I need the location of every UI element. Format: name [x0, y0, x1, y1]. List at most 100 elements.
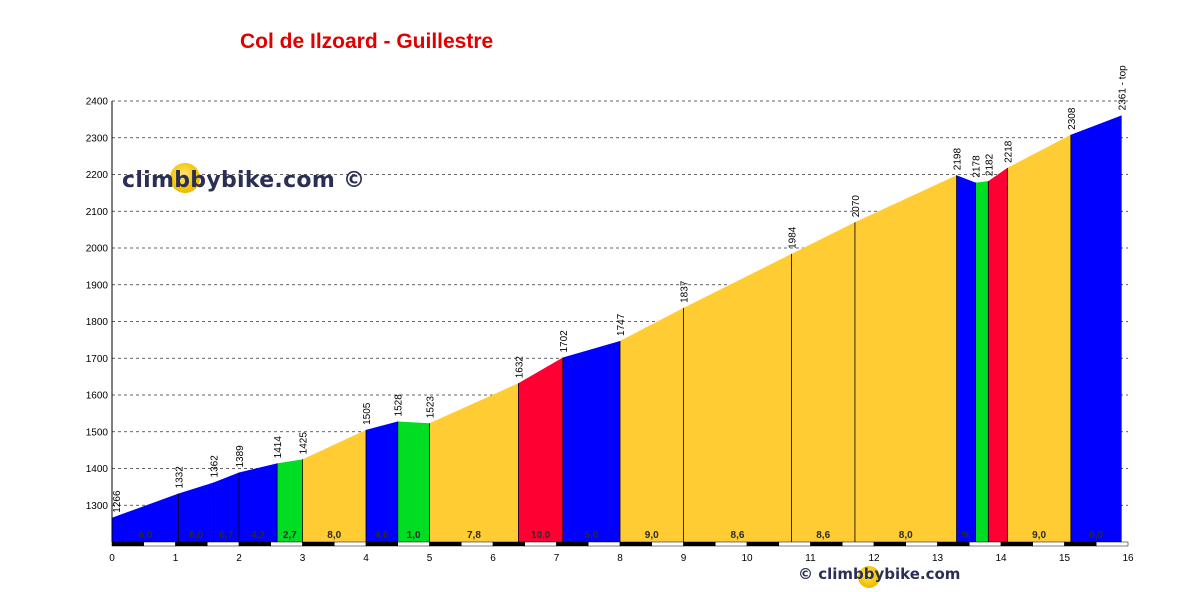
x-tick-label: 14 — [995, 553, 1007, 564]
km-ruler-block — [588, 541, 621, 547]
profile-segment — [397, 421, 430, 542]
profile-segment — [366, 421, 398, 542]
grade-label: 6,0 — [138, 530, 152, 541]
km-ruler-block — [683, 541, 716, 547]
y-tick-label: 1800 — [86, 317, 109, 328]
profile-segment — [988, 167, 1008, 542]
grade-label: 9,0 — [1032, 530, 1046, 541]
profile-segment — [178, 482, 214, 542]
x-tick-label: 1 — [173, 553, 179, 564]
elevation-label: 1414 — [273, 436, 284, 459]
watermark-logo-bottom: © climbbybike.com — [798, 565, 961, 583]
km-ruler-block — [524, 541, 557, 547]
y-tick-label: 1600 — [86, 391, 109, 402]
y-tick-label: 1500 — [86, 427, 109, 438]
km-ruler-block — [937, 541, 970, 547]
elevation-label: 2182 — [984, 153, 995, 176]
elevation-label: 2218 — [1003, 140, 1014, 163]
km-ruler-block — [334, 541, 367, 547]
km-ruler-block — [207, 541, 240, 547]
km-ruler-block — [397, 541, 430, 547]
y-tick-label: 2400 — [86, 97, 109, 108]
profile-segment — [1007, 134, 1071, 542]
grade-labels: 6,0 6,0 6,7 4,2 2,7 8,0 4,6 1,0 7,8 10,0 5,0 9,0 8,6… — [138, 530, 1103, 541]
km-ruler-block — [111, 541, 144, 547]
elevation-label: 1702 — [559, 330, 570, 353]
km-ruler-block — [175, 541, 208, 547]
km-ruler-block — [746, 541, 779, 547]
x-tick-label: 7 — [554, 553, 560, 564]
profile-segment — [1070, 115, 1122, 543]
km-ruler-block — [778, 541, 811, 547]
km-ruler-block — [873, 541, 906, 547]
km-ruler-block — [556, 541, 589, 547]
km-ruler-block — [969, 541, 1002, 547]
cyclist-logo-small-icon — [858, 566, 880, 588]
profile-segment — [956, 175, 976, 543]
elevation-label: 2070 — [851, 195, 862, 218]
profile-segment — [302, 429, 366, 542]
profile-segment — [854, 175, 957, 543]
grade-label: 8,6 — [816, 530, 830, 541]
watermark-logo-top: climbbybike.com © — [122, 168, 366, 193]
km-ruler-block — [492, 541, 525, 547]
grade-label: 4,2 — [251, 530, 265, 541]
km-ruler-block — [810, 541, 843, 547]
grade-label: 8,0 — [327, 530, 341, 541]
km-ruler-block — [143, 541, 176, 547]
x-tick-label: 0 — [109, 553, 115, 564]
x-tick-label: 15 — [1059, 553, 1071, 564]
elevation-labels: 1266 1332 1362 1389 1414 1425 1505 1528 1523 1632… — [112, 65, 1129, 513]
elevation-label: 1528 — [394, 394, 405, 417]
km-ruler-block — [365, 541, 398, 547]
km-ruler-block — [1064, 541, 1097, 547]
elevation-label: 1747 — [616, 313, 627, 336]
grade-label: 4,6 — [375, 530, 389, 541]
grade-label: 6,0 — [189, 530, 203, 541]
profile-segment — [277, 459, 303, 542]
elevation-label: 2308 — [1067, 107, 1078, 130]
profile-segment — [518, 357, 563, 542]
elevation-label: 1837 — [680, 280, 691, 303]
grade-label: 9,0 — [645, 530, 659, 541]
km-ruler-block — [842, 541, 875, 547]
elevation-label: 2198 — [953, 148, 964, 171]
y-tick-label: 2200 — [86, 170, 109, 181]
km-ruler-block — [905, 541, 938, 547]
km-ruler-block — [715, 541, 748, 547]
grade-label: 1,0 — [407, 530, 421, 541]
x-tick-label: 9 — [681, 553, 687, 564]
km-ruler-block — [651, 541, 684, 547]
profile-segment — [213, 472, 239, 542]
x-tick-label: 8 — [617, 553, 623, 564]
x-tick-label: 10 — [741, 553, 753, 564]
y-tick-label: 2000 — [86, 244, 109, 255]
y-tick-label: 1700 — [86, 354, 109, 365]
y-tick-label: 1900 — [86, 280, 109, 291]
elevation-label: 1425 — [299, 432, 310, 455]
km-ruler-block — [429, 541, 462, 547]
segment-dividers — [178, 134, 1072, 542]
elevation-label: 1523 — [426, 396, 437, 419]
y-tick-label: 1300 — [86, 501, 109, 512]
grade-label: 7,8 — [467, 530, 481, 541]
grade-label: 8,6 — [731, 530, 745, 541]
km-ruler-block — [1032, 541, 1065, 547]
elevation-label: 1505 — [362, 402, 373, 425]
x-tick-label: 16 — [1122, 553, 1134, 564]
x-tick-label: 3 — [300, 553, 306, 564]
km-ruler-block — [461, 541, 494, 547]
elevation-label: 2178 — [972, 155, 983, 178]
profile-segment — [683, 253, 792, 542]
x-tick-label: 6 — [490, 553, 496, 564]
x-tick-label: 13 — [932, 553, 944, 564]
y-tick-label: 1400 — [86, 464, 109, 475]
km-ruler-block — [619, 541, 652, 547]
chart-title: Col de Ilzoard - Guillestre — [240, 30, 494, 53]
elevation-label: 1632 — [514, 356, 525, 379]
x-tick-label: 12 — [868, 553, 880, 564]
km-ruler-block — [1096, 541, 1129, 547]
profile-segment — [975, 181, 989, 543]
elevation-label: 1332 — [175, 466, 186, 489]
x-tick-label: 2 — [236, 553, 242, 564]
